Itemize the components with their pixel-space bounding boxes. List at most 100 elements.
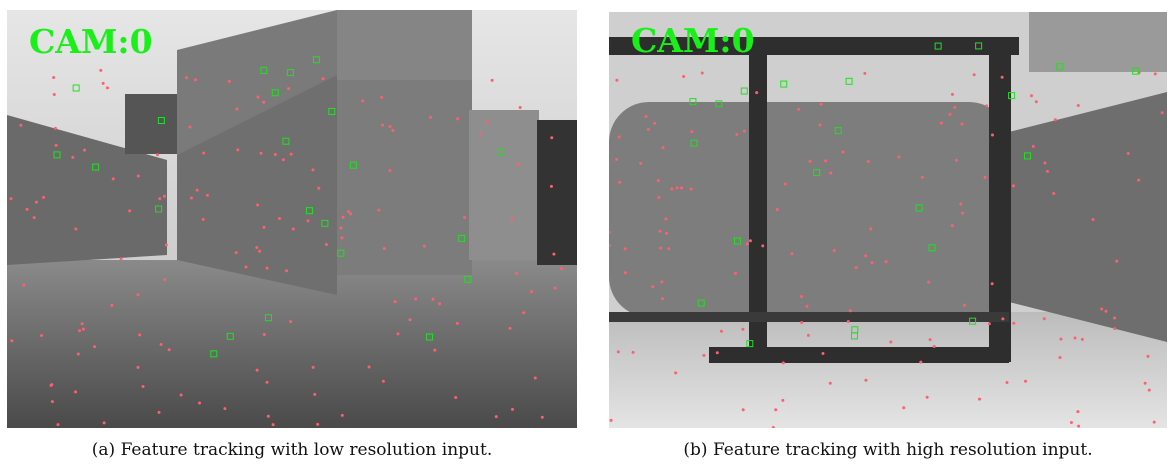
feature-point: [311, 168, 314, 171]
feature-point: [414, 297, 417, 300]
feature-point: [51, 400, 54, 403]
feature-point: [188, 126, 191, 129]
feature-point: [1059, 338, 1062, 341]
feature-point: [99, 69, 102, 72]
feature-point: [260, 152, 263, 155]
feature-point: [790, 252, 793, 255]
feature-point: [1070, 421, 1073, 424]
feature-point: [1137, 179, 1140, 182]
feature-point: [432, 298, 435, 301]
feature-point: [340, 236, 343, 239]
overlay-label: CAM:0: [631, 21, 755, 60]
feature-point: [42, 196, 45, 199]
feature-point: [266, 381, 269, 384]
feature-point: [55, 144, 58, 147]
container: [469, 110, 539, 260]
feature-point: [1147, 355, 1150, 358]
overlay-label: CAM:0: [29, 22, 153, 61]
feature-point: [784, 183, 787, 186]
feature-point: [871, 261, 874, 264]
feature-point: [409, 318, 412, 321]
feature-point: [978, 398, 981, 401]
feature-point: [734, 272, 737, 275]
feature-point: [102, 82, 105, 85]
feature-point: [456, 322, 459, 325]
feature-point: [519, 106, 522, 109]
feature-point: [26, 208, 29, 211]
feature-point: [158, 197, 161, 200]
feature-point: [651, 285, 654, 288]
feature-point: [800, 295, 803, 298]
feature-point: [1127, 152, 1130, 155]
feature-point: [317, 187, 320, 190]
feature-point: [198, 402, 201, 405]
feature-point: [9, 197, 12, 200]
feature-point: [552, 253, 555, 256]
tank: [609, 102, 1009, 317]
feature-point: [244, 266, 247, 269]
feature-point: [1144, 382, 1147, 385]
feature-point: [951, 93, 954, 96]
feature-point: [255, 246, 258, 249]
feature-point: [800, 321, 803, 324]
feature-point: [49, 384, 52, 387]
feature-point: [885, 260, 888, 263]
feature-point: [112, 177, 115, 180]
feature-point: [1035, 100, 1038, 103]
feature-point: [991, 282, 994, 285]
feature-point: [1052, 192, 1055, 195]
feature-point: [463, 216, 466, 219]
feature-point: [661, 146, 664, 149]
feature-point: [849, 309, 852, 312]
feature-point: [1074, 336, 1077, 339]
feature-point: [256, 96, 259, 99]
feature-point: [824, 159, 827, 162]
feature-point: [797, 108, 800, 111]
feature-point: [829, 172, 832, 175]
feature-point: [746, 242, 749, 245]
feature-point: [951, 224, 954, 227]
feature-point: [339, 226, 342, 229]
feature-point: [391, 129, 394, 132]
feature-point: [433, 349, 436, 352]
feature-point: [128, 209, 131, 212]
feature-point: [560, 267, 563, 270]
feature-point: [1012, 184, 1015, 187]
feature-point: [959, 202, 962, 205]
feature-point: [202, 151, 205, 154]
feature-point: [228, 80, 231, 83]
feature-point: [1001, 76, 1004, 79]
feature-point: [158, 411, 161, 414]
feature-point: [743, 130, 746, 133]
feature-point: [863, 72, 866, 75]
feature-point: [1100, 308, 1103, 311]
feature-point: [615, 158, 618, 161]
feature-point: [988, 322, 991, 325]
feature-point: [674, 371, 677, 374]
feature-point: [223, 407, 226, 410]
feature-point: [266, 267, 269, 270]
feature-point: [948, 113, 951, 116]
feature-point: [782, 361, 785, 364]
feature-point: [847, 320, 850, 323]
feature-point: [1092, 218, 1095, 221]
feature-point: [325, 243, 328, 246]
feature-point: [984, 176, 987, 179]
feature-point: [1001, 317, 1004, 320]
feature-point: [19, 124, 22, 127]
feature-point: [388, 169, 391, 172]
feature-point: [897, 155, 900, 158]
feature-point: [1153, 421, 1156, 424]
feature-point: [486, 121, 489, 124]
feature-point: [720, 330, 723, 333]
feature-point: [190, 196, 193, 199]
feature-point: [103, 421, 106, 424]
feature-point: [660, 280, 663, 283]
container: [537, 120, 577, 265]
feature-point: [510, 217, 513, 220]
feature-point: [929, 338, 932, 341]
feature-point: [927, 281, 930, 284]
feature-point: [670, 187, 673, 190]
feature-point: [71, 156, 74, 159]
feature-point: [624, 247, 627, 250]
